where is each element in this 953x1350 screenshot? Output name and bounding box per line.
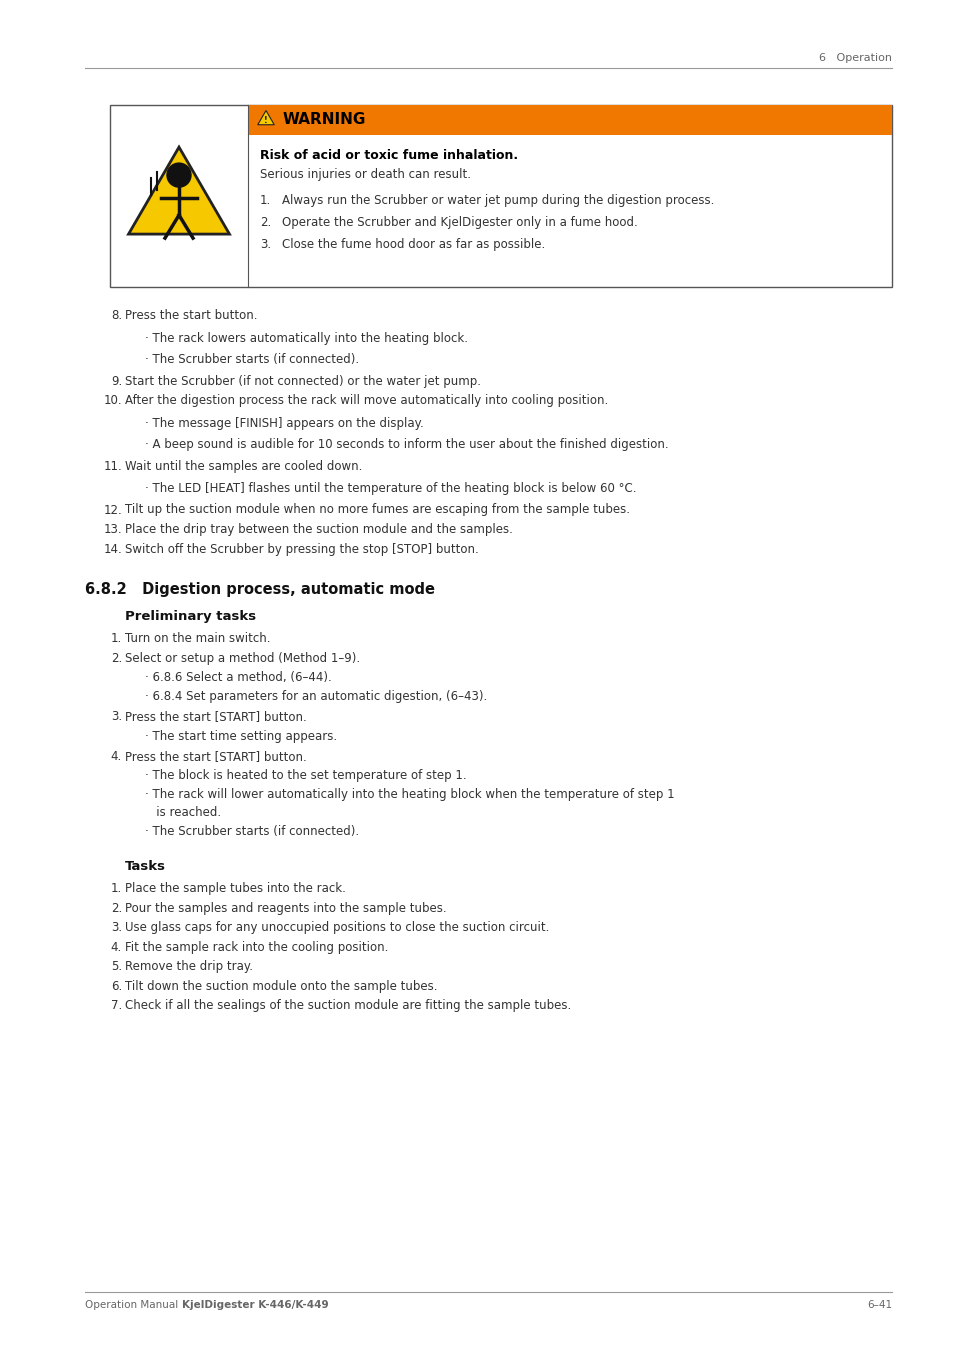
Text: Switch off the Scrubber by pressing the stop [STOP] button.: Switch off the Scrubber by pressing the … bbox=[125, 543, 478, 555]
Bar bbox=[110, 105, 891, 288]
Text: WARNING: WARNING bbox=[283, 112, 366, 127]
Text: Press the start [START] button.: Press the start [START] button. bbox=[125, 751, 307, 763]
Text: 3.: 3. bbox=[111, 710, 122, 724]
Text: · 6.8.6 Select a method, (6–44).: · 6.8.6 Select a method, (6–44). bbox=[145, 671, 332, 684]
Text: 2.: 2. bbox=[260, 216, 271, 230]
Text: · The block is heated to the set temperature of step 1.: · The block is heated to the set tempera… bbox=[145, 769, 466, 783]
Text: 6–41: 6–41 bbox=[866, 1300, 891, 1310]
Text: Pour the samples and reagents into the sample tubes.: Pour the samples and reagents into the s… bbox=[125, 902, 446, 915]
Text: Press the start button.: Press the start button. bbox=[125, 309, 257, 323]
Text: Wait until the samples are cooled down.: Wait until the samples are cooled down. bbox=[125, 459, 362, 472]
Bar bbox=[248, 105, 891, 135]
Text: · A beep sound is audible for 10 seconds to inform the user about the finished d: · A beep sound is audible for 10 seconds… bbox=[145, 437, 668, 451]
Text: · 6.8.4 Set parameters for an automatic digestion, (6–43).: · 6.8.4 Set parameters for an automatic … bbox=[145, 690, 487, 702]
Text: 4.: 4. bbox=[111, 941, 122, 954]
Text: is reached.: is reached. bbox=[145, 806, 221, 819]
Circle shape bbox=[167, 163, 191, 188]
Text: 2.: 2. bbox=[111, 902, 122, 915]
Polygon shape bbox=[129, 147, 230, 234]
Text: 5.: 5. bbox=[111, 960, 122, 973]
Text: Place the drip tray between the suction module and the samples.: Place the drip tray between the suction … bbox=[125, 522, 513, 536]
Text: Tasks: Tasks bbox=[125, 860, 166, 873]
Text: Turn on the main switch.: Turn on the main switch. bbox=[125, 632, 271, 645]
Text: 1.: 1. bbox=[111, 632, 122, 645]
Text: 1.: 1. bbox=[111, 883, 122, 895]
Text: 6   Operation: 6 Operation bbox=[818, 53, 891, 63]
Text: 2.: 2. bbox=[111, 652, 122, 664]
Text: · The rack lowers automatically into the heating block.: · The rack lowers automatically into the… bbox=[145, 332, 468, 344]
Text: Start the Scrubber (if not connected) or the water jet pump.: Start the Scrubber (if not connected) or… bbox=[125, 374, 480, 387]
Text: · The start time setting appears.: · The start time setting appears. bbox=[145, 729, 336, 742]
Text: Operate the Scrubber and KjelDigester only in a fume hood.: Operate the Scrubber and KjelDigester on… bbox=[282, 216, 638, 230]
Text: 8.: 8. bbox=[111, 309, 122, 323]
Text: Fit the sample rack into the cooling position.: Fit the sample rack into the cooling pos… bbox=[125, 941, 388, 954]
Text: 14.: 14. bbox=[103, 543, 122, 555]
Text: KjelDigester K-446/K-449: KjelDigester K-446/K-449 bbox=[182, 1300, 328, 1310]
Text: · The message [FINISH] appears on the display.: · The message [FINISH] appears on the di… bbox=[145, 417, 423, 429]
Text: Press the start [START] button.: Press the start [START] button. bbox=[125, 710, 307, 724]
Text: Check if all the sealings of the suction module are fitting the sample tubes.: Check if all the sealings of the suction… bbox=[125, 999, 571, 1012]
Text: Close the fume hood door as far as possible.: Close the fume hood door as far as possi… bbox=[282, 238, 545, 251]
Text: 10.: 10. bbox=[103, 394, 122, 406]
Text: Use glass caps for any unoccupied positions to close the suction circuit.: Use glass caps for any unoccupied positi… bbox=[125, 922, 549, 934]
Text: · The rack will lower automatically into the heating block when the temperature : · The rack will lower automatically into… bbox=[145, 788, 674, 801]
Text: · The LED [HEAT] flashes until the temperature of the heating block is below 60 : · The LED [HEAT] flashes until the tempe… bbox=[145, 482, 636, 495]
Text: 1.: 1. bbox=[260, 194, 271, 207]
Text: 7.: 7. bbox=[111, 999, 122, 1012]
Text: 6.8.2   Digestion process, automatic mode: 6.8.2 Digestion process, automatic mode bbox=[85, 582, 435, 597]
Text: 11.: 11. bbox=[103, 459, 122, 472]
Text: 4.: 4. bbox=[111, 751, 122, 763]
Text: Select or setup a method (Method 1–9).: Select or setup a method (Method 1–9). bbox=[125, 652, 359, 664]
Text: Place the sample tubes into the rack.: Place the sample tubes into the rack. bbox=[125, 883, 346, 895]
Text: After the digestion process the rack will move automatically into cooling positi: After the digestion process the rack wil… bbox=[125, 394, 608, 406]
Text: 9.: 9. bbox=[111, 374, 122, 387]
Text: Preliminary tasks: Preliminary tasks bbox=[125, 610, 255, 622]
Text: 12.: 12. bbox=[103, 504, 122, 517]
Text: · The Scrubber starts (if connected).: · The Scrubber starts (if connected). bbox=[145, 352, 358, 366]
Text: 3.: 3. bbox=[260, 238, 271, 251]
Text: Always run the Scrubber or water jet pump during the digestion process.: Always run the Scrubber or water jet pum… bbox=[282, 194, 714, 207]
Text: Tilt down the suction module onto the sample tubes.: Tilt down the suction module onto the sa… bbox=[125, 980, 437, 994]
Text: Operation Manual: Operation Manual bbox=[85, 1300, 178, 1310]
Polygon shape bbox=[257, 111, 274, 124]
Text: !: ! bbox=[264, 116, 268, 126]
Text: Serious injuries or death can result.: Serious injuries or death can result. bbox=[260, 167, 471, 181]
Text: Tilt up the suction module when no more fumes are escaping from the sample tubes: Tilt up the suction module when no more … bbox=[125, 504, 629, 517]
Text: · The Scrubber starts (if connected).: · The Scrubber starts (if connected). bbox=[145, 825, 358, 838]
Text: Remove the drip tray.: Remove the drip tray. bbox=[125, 960, 253, 973]
Text: 3.: 3. bbox=[111, 922, 122, 934]
Text: 6.: 6. bbox=[111, 980, 122, 994]
Text: 13.: 13. bbox=[103, 522, 122, 536]
Text: Risk of acid or toxic fume inhalation.: Risk of acid or toxic fume inhalation. bbox=[260, 148, 517, 162]
